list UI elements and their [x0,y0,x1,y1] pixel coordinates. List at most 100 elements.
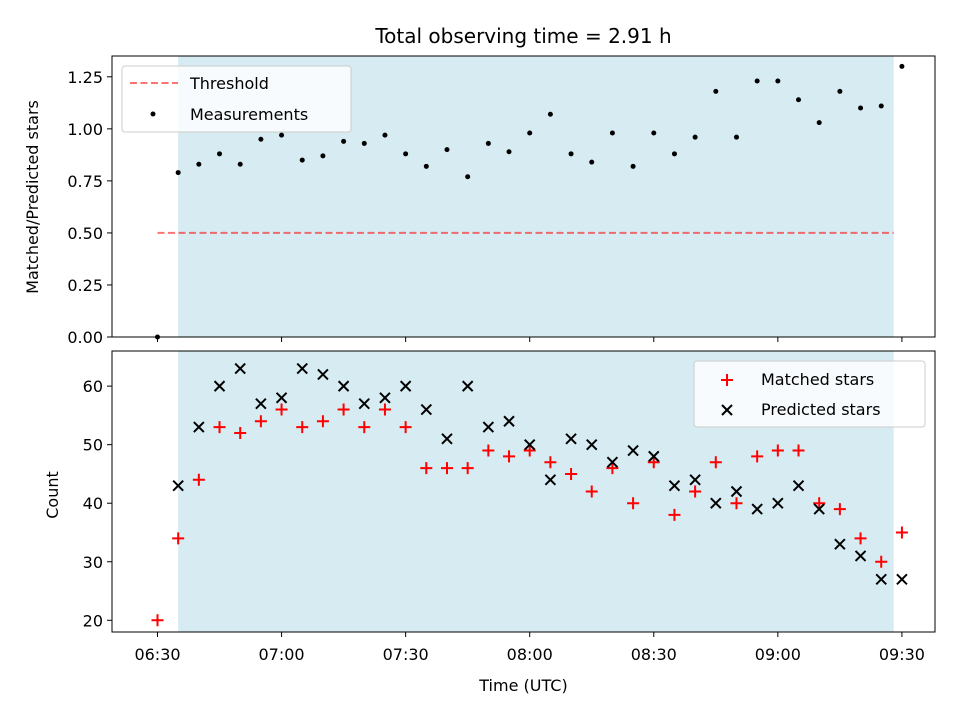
measurement-point [630,163,636,169]
measurement-point [609,130,615,136]
count-legend: Matched stars Predicted stars [693,360,926,428]
ratio-x-ticks [156,337,903,342]
count-y-axis-label: Count [43,471,62,519]
matched-star-point [213,421,226,434]
count-y-ticks: 20 30 40 50 60 [83,377,112,630]
matched-star-point [771,444,784,457]
predicted-star-point [172,479,184,492]
matched-star-point [358,421,371,434]
measurement-point [485,140,491,146]
ratio-y-tick-label: 0.25 [67,276,103,295]
measurement-point [671,151,677,157]
predicted-star-point [668,479,681,492]
ratio-y-tick-label: 0.50 [67,224,103,243]
matched-star-point [234,426,247,439]
matched-star-point [585,485,598,498]
time-x-tick-label: 08:00 [507,645,553,664]
predicted-star-point [275,392,288,404]
predicted-star-point [627,444,639,457]
measurement-point [217,151,223,157]
matched-star-point [875,555,888,568]
matched-star-point [482,444,495,457]
predicted-star-point [337,380,350,392]
matched-star-point [792,444,805,457]
measurement-point [506,149,512,155]
legend-predicted-swatch [721,404,733,416]
count-panel: 20 30 40 50 60 06:30 07:00 07:30 08:00 08:30 09:0… [43,350,936,695]
matched-star-point [751,450,764,463]
time-x-tick-label: 06:30 [134,645,180,664]
legend-matched-swatch [721,374,733,386]
matched-star-point [833,503,846,516]
predicted-star-point [710,497,722,509]
matched-star-point [399,421,412,434]
matched-star-point [461,462,474,475]
measurement-point [444,147,450,153]
matched-star-point [523,444,536,457]
measurement-point [196,161,202,167]
predicted-star-point [399,380,412,392]
matched-star-point [627,497,640,510]
matched-star-point [709,456,722,469]
measurement-point [279,132,285,138]
measurement-point [796,97,802,103]
legend-threshold-label: Threshold [189,74,269,93]
legend-measurements-swatch [150,111,156,117]
predicted-star-point [813,503,825,515]
ratio-panel-frame [111,55,936,338]
predicted-star-point [854,550,867,562]
measurement-point [341,138,347,144]
matched-star-point [378,403,391,416]
measurement-point [837,88,843,94]
legend-measurements-label: Measurements [190,105,308,124]
legend-predicted-label: Predicted stars [761,400,881,419]
count-panel-frame [111,350,936,633]
measurement-point [547,111,553,117]
measurement-point [858,105,864,111]
matched-star-point [813,497,826,510]
measurement-point [589,159,595,165]
measurement-point [320,153,326,159]
measurement-point [899,63,905,69]
measurement-point [878,103,884,109]
measurement-point [754,78,760,84]
measurement-point [403,151,409,157]
measurement-point [361,140,367,146]
time-x-tick-label: 08:30 [631,645,677,664]
matched-star-point [689,485,702,498]
matched-star-point [544,456,557,469]
measurement-point [237,161,243,167]
measurement-point [568,151,574,157]
time-x-tick-label: 07:30 [383,645,429,664]
count-y-tick-label: 20 [83,611,103,630]
matched-star-point [730,497,743,510]
matched-star-point [316,415,329,428]
measurement-point [423,163,429,169]
measurement-point [692,134,698,140]
predicted-star-point [606,456,619,468]
ratio-panel: 0.00 0.25 0.50 0.75 1.00 1.25 Matched/Predict… [23,55,936,347]
predicted-stars-points [172,362,908,586]
predicted-star-point [875,573,887,586]
matched-star-point [420,462,433,475]
matched-star-point [337,403,350,416]
measurement-point [713,88,719,94]
predicted-star-point [834,538,846,550]
matched-star-point [254,415,267,428]
predicted-star-point [586,438,598,451]
predicted-star-point [482,421,495,433]
predicted-star-point [772,497,784,509]
matched-star-point [895,526,908,539]
matched-star-point [296,421,309,434]
ratio-y-tick-label: 1.25 [67,68,103,87]
predicted-star-point [689,474,701,486]
matched-star-point [151,614,164,627]
legend-matched-label: Matched stars [761,370,874,389]
measurement-point [816,120,822,126]
ratio-y-tick-label: 0.00 [67,328,103,347]
time-x-tick-label: 07:00 [259,645,305,664]
count-y-tick-label: 40 [83,494,103,513]
predicted-star-point [255,397,267,410]
predicted-star-point [648,450,660,463]
